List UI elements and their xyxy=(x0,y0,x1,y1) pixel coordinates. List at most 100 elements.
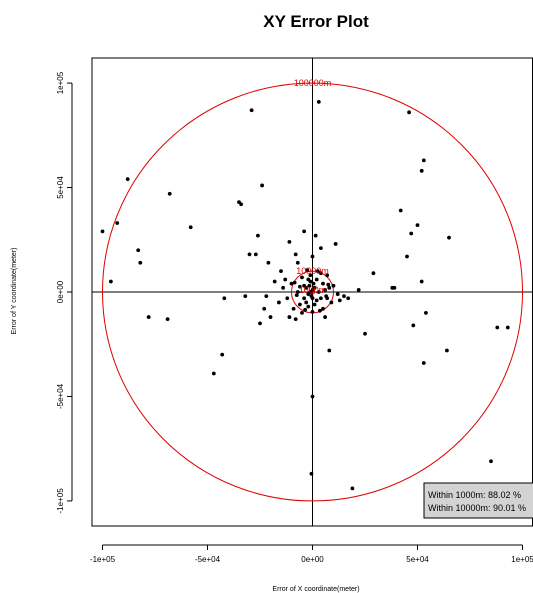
data-point xyxy=(445,348,449,353)
data-point xyxy=(310,394,315,399)
data-point xyxy=(272,279,277,284)
data-point xyxy=(243,294,248,299)
ring-label-1000m: 1000m xyxy=(299,285,327,295)
data-point xyxy=(350,486,355,491)
data-point xyxy=(115,221,120,225)
data-point xyxy=(326,282,331,287)
data-point xyxy=(311,281,316,286)
legend-box xyxy=(423,482,533,519)
data-point xyxy=(405,254,409,259)
data-point xyxy=(266,260,271,265)
data-point xyxy=(165,317,170,322)
data-point xyxy=(331,283,336,288)
data-point xyxy=(398,208,403,213)
data-point xyxy=(319,246,323,251)
data-point xyxy=(419,168,424,173)
data-point xyxy=(307,283,312,288)
ring-labels: 100000m 10000m 1000m xyxy=(294,78,332,295)
data-point xyxy=(312,285,317,290)
data-point xyxy=(249,108,254,113)
data-point xyxy=(287,239,292,244)
data-point xyxy=(247,252,252,257)
data-point xyxy=(419,279,424,284)
data-point xyxy=(277,300,281,305)
ring-label-10000m: 10000m xyxy=(296,266,329,276)
data-point xyxy=(306,304,311,309)
data-point xyxy=(287,315,292,319)
data-point xyxy=(279,269,283,274)
x-tick-label: 0e+00 xyxy=(301,555,324,564)
data-point xyxy=(337,298,342,303)
y-axis-label: Error of Y coordinate(meter) xyxy=(11,248,18,335)
y-tick-label: -5e+04 xyxy=(56,383,65,409)
data-point xyxy=(325,273,330,278)
x-tick-label: -1e+05 xyxy=(90,555,116,564)
data-point xyxy=(315,269,320,274)
data-point xyxy=(125,177,130,182)
data-point xyxy=(285,296,290,301)
data-point xyxy=(136,248,141,253)
data-point xyxy=(323,288,327,292)
ring-label-100000m: 100000m xyxy=(294,78,332,88)
data-point xyxy=(188,225,193,230)
data-point xyxy=(505,325,510,330)
data-point xyxy=(323,315,327,319)
data-point xyxy=(356,288,361,292)
data-point xyxy=(319,271,323,276)
legend-entry-10000m: Within 10000m: 90.01 % xyxy=(428,503,526,513)
data-point xyxy=(316,99,321,104)
data-point xyxy=(316,290,321,294)
data-point xyxy=(293,252,298,257)
data-point xyxy=(300,275,304,280)
x-axis-label: Error of X coordinate(meter) xyxy=(272,586,359,593)
data-point xyxy=(295,290,300,294)
data-point xyxy=(220,352,225,357)
data-point xyxy=(327,348,332,353)
data-point xyxy=(411,323,416,328)
data-point xyxy=(146,315,151,319)
data-point xyxy=(303,307,308,312)
data-point xyxy=(309,471,314,476)
data-point xyxy=(302,229,306,234)
data-point xyxy=(100,229,105,234)
data-point xyxy=(304,285,309,290)
data-point xyxy=(289,281,294,286)
legend: Within 1000m: 88.02 % Within 10000m: 90.… xyxy=(423,482,533,519)
data-point xyxy=(317,308,322,313)
data-point xyxy=(407,110,411,115)
data-point xyxy=(262,306,267,311)
data-point xyxy=(294,293,299,298)
data-point xyxy=(264,294,269,299)
y-tick-label: -1e+05 xyxy=(56,488,65,514)
data-point xyxy=(447,235,451,240)
data-point xyxy=(292,280,297,285)
x-tick-label: 1e+05 xyxy=(511,555,533,564)
data-point xyxy=(222,296,227,301)
legend-entry-1000m: Within 1000m: 88.02 % xyxy=(428,490,521,500)
data-point xyxy=(138,260,143,265)
ring-100000m xyxy=(102,82,523,502)
data-point xyxy=(295,260,300,265)
y-axis: -1e+05 -5e+04 0e+00 5e+04 1e+05 xyxy=(56,71,73,514)
data-point xyxy=(305,268,310,272)
data-point xyxy=(333,242,338,246)
data-point xyxy=(304,300,309,305)
data-point xyxy=(342,294,346,299)
data-point xyxy=(321,281,325,286)
data-point xyxy=(321,306,325,311)
data-point xyxy=(109,279,113,284)
data-point xyxy=(298,302,302,307)
data-point xyxy=(421,361,426,365)
data-point xyxy=(258,321,262,326)
data-point xyxy=(421,158,426,163)
data-point xyxy=(310,309,315,314)
data-point xyxy=(253,252,258,257)
data-point xyxy=(324,294,329,299)
data-point xyxy=(239,202,244,207)
data-point xyxy=(327,285,332,290)
data-point xyxy=(314,298,319,303)
data-point xyxy=(335,292,340,296)
x-tick-label: 5e+04 xyxy=(406,555,429,564)
data-point xyxy=(313,233,318,238)
data-point xyxy=(346,296,351,301)
